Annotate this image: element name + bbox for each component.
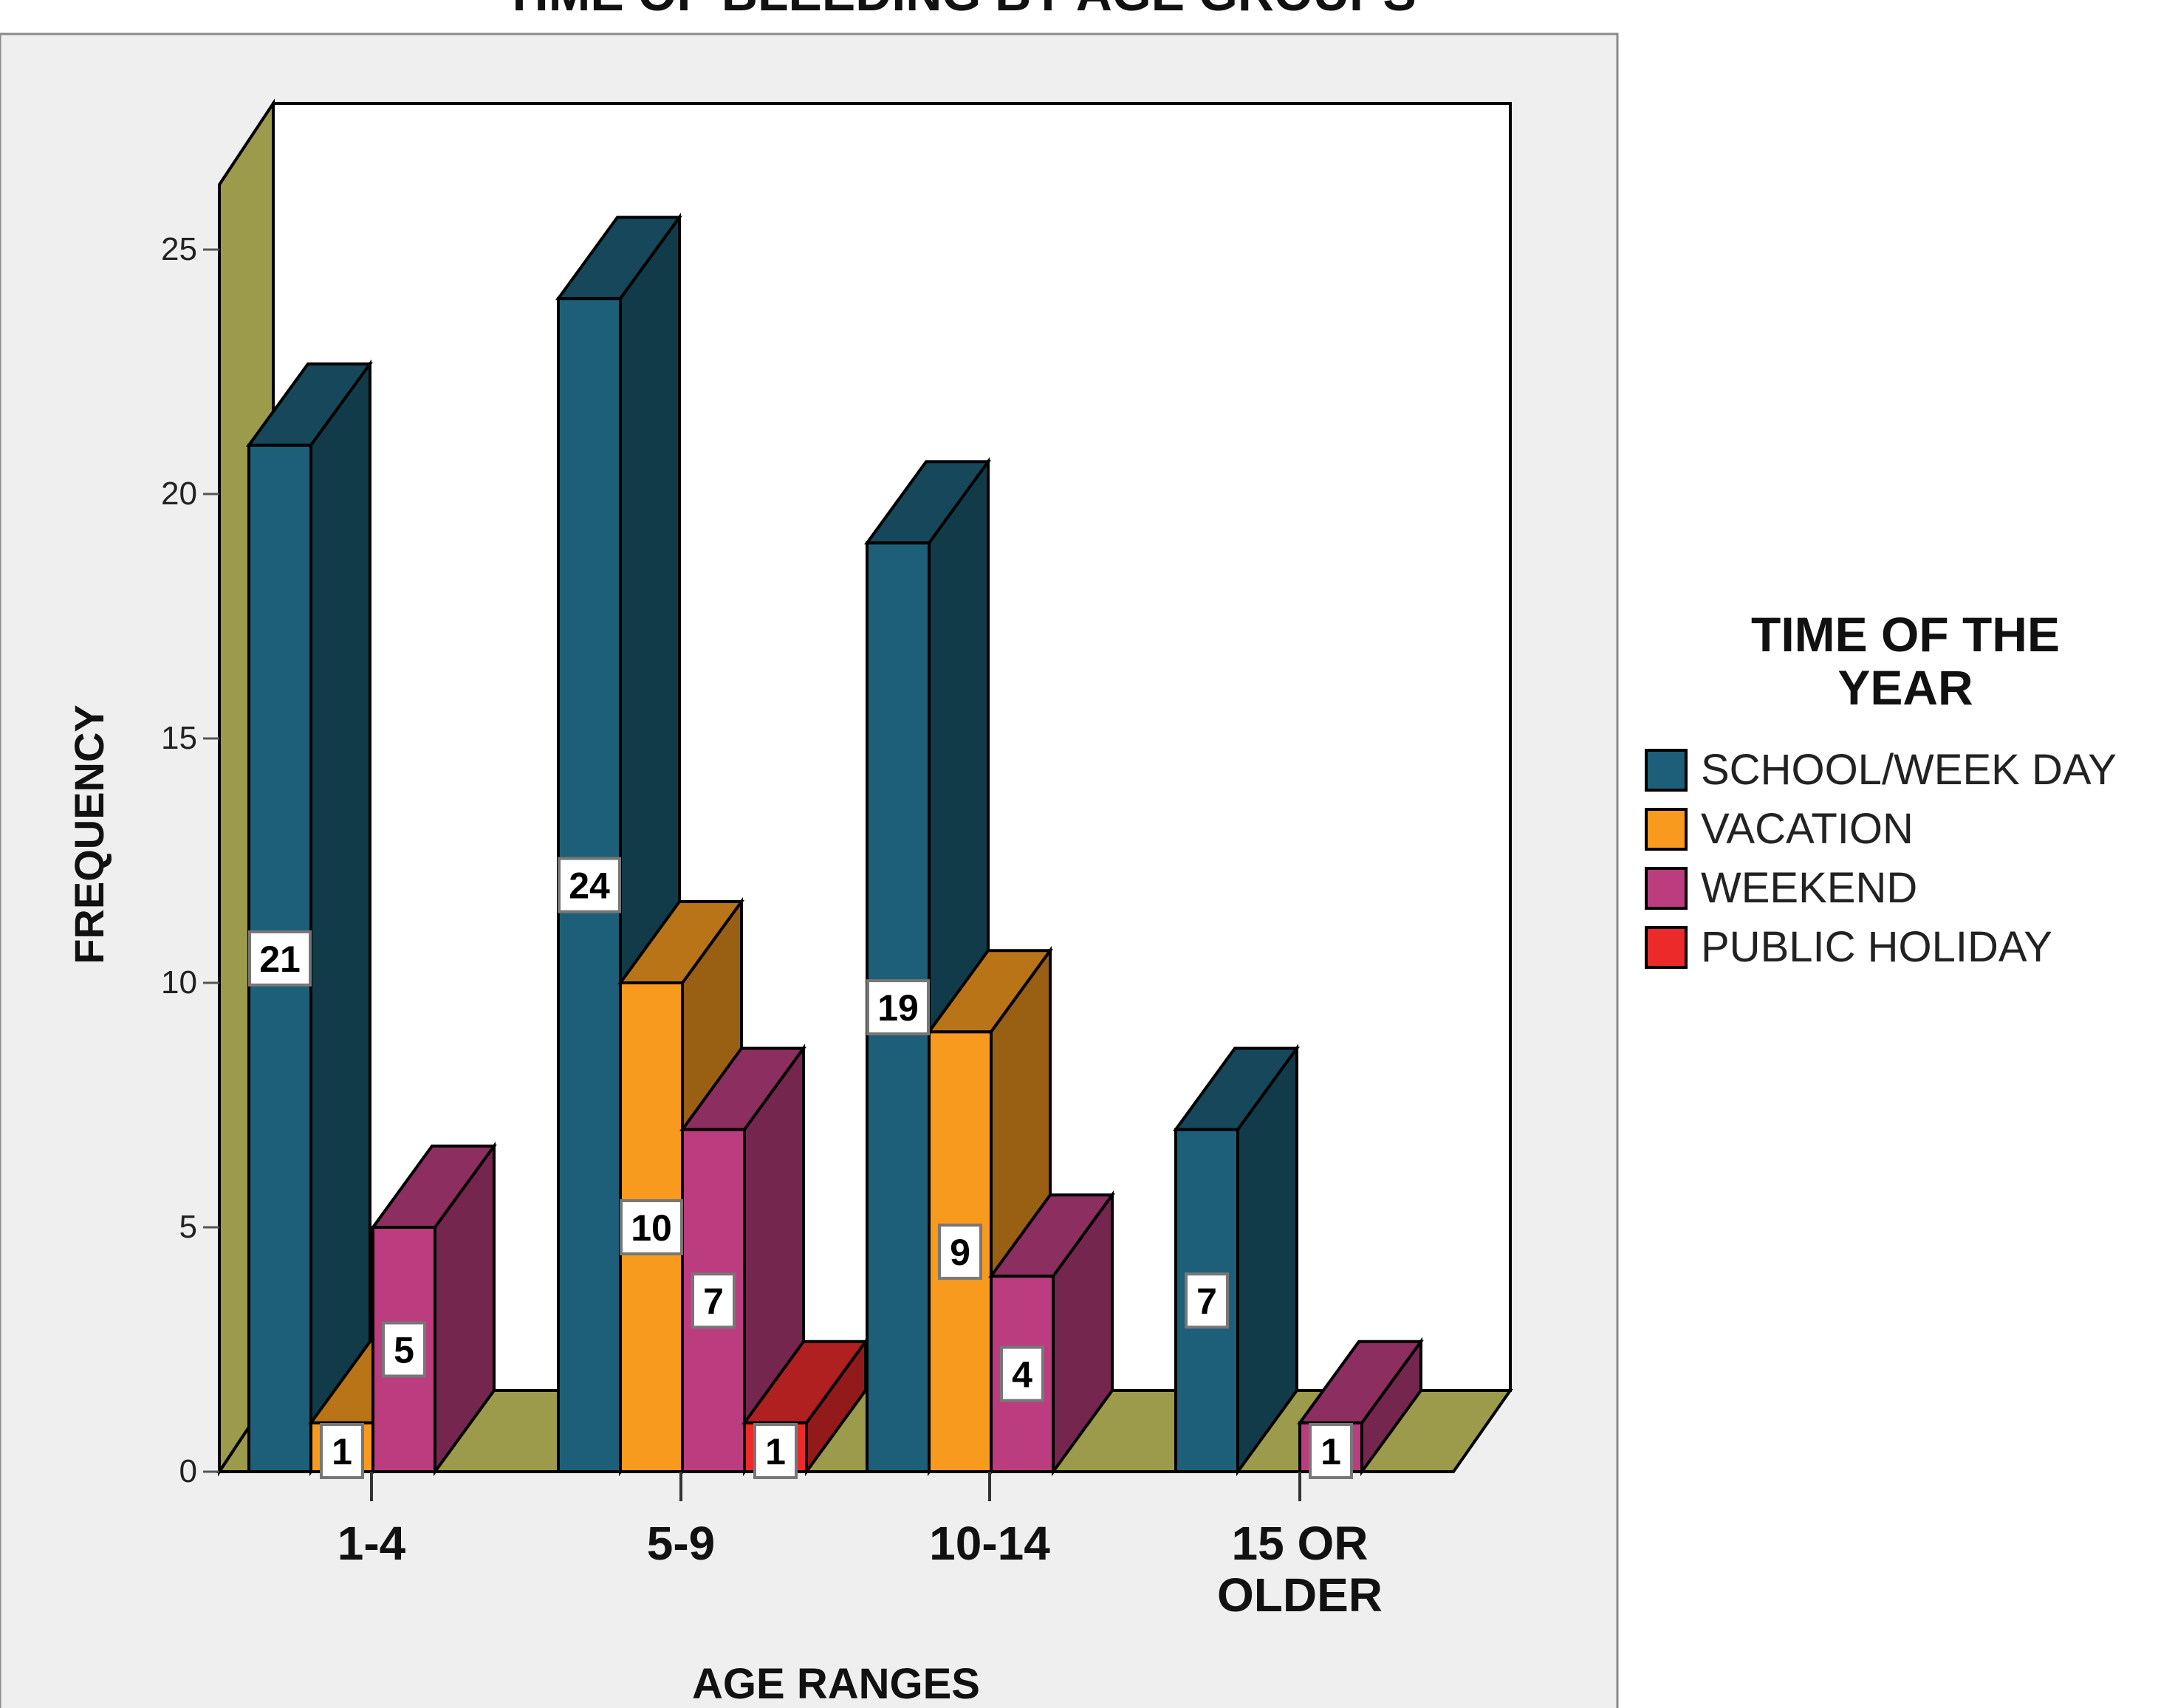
- x-axis-title: AGE RANGES: [692, 1660, 980, 1708]
- data-label-box: [382, 1321, 426, 1378]
- bar-top: [246, 362, 373, 447]
- bar-side: [309, 359, 371, 1477]
- bar-top: [926, 949, 1053, 1034]
- legend-item-label: VACATION: [1701, 805, 1914, 853]
- data-label: 9: [950, 1232, 970, 1273]
- legend-item-label: SCHOOL/WEEK DAY: [1701, 746, 2117, 794]
- data-label-box: [753, 1423, 798, 1479]
- y-tick-label: 20: [161, 476, 197, 512]
- data-label-box: [1309, 1423, 1353, 1479]
- y-tick-label: 5: [179, 1209, 197, 1245]
- chart-title: TIME OF BLEEDING BY AGE GROUPS: [504, 0, 1416, 21]
- legend-swatch: [1645, 926, 1688, 969]
- data-label: 19: [877, 987, 919, 1029]
- legend-swatch: [1645, 808, 1688, 851]
- x-tick-label: 15 OR: [1232, 1517, 1369, 1570]
- bar-top: [370, 1145, 497, 1229]
- data-label: 7: [1196, 1280, 1217, 1322]
- legend-title: TIME OF THE: [1751, 607, 2060, 662]
- legend-item-label: WEEKEND: [1701, 864, 1917, 912]
- data-label-box: [620, 1199, 683, 1255]
- data-label-box: [691, 1272, 736, 1329]
- x-tick-label: 1-4: [338, 1517, 406, 1570]
- legend-title: YEAR: [1837, 660, 1973, 715]
- data-label: 1: [765, 1431, 786, 1472]
- data-label: 1: [332, 1431, 352, 1472]
- bar-top: [679, 1046, 806, 1131]
- bar-top: [988, 1193, 1115, 1278]
- legend-swatch: [1645, 867, 1688, 910]
- data-label: 7: [703, 1280, 724, 1322]
- data-label: 10: [631, 1207, 672, 1249]
- data-label-box: [320, 1423, 364, 1479]
- y-axis-title: FREQUENCY: [66, 704, 112, 964]
- x-tick-label: OLDER: [1217, 1568, 1383, 1622]
- data-label-box: [938, 1224, 982, 1280]
- data-label: 24: [569, 865, 610, 907]
- bar-top: [1297, 1340, 1424, 1424]
- data-label-box: [1000, 1345, 1044, 1402]
- y-tick-label: 25: [161, 231, 197, 267]
- data-label: 5: [394, 1330, 414, 1371]
- bar-top: [864, 460, 991, 545]
- legend-swatch: [1645, 749, 1688, 792]
- data-label: 21: [259, 939, 301, 980]
- data-label-box: [1185, 1272, 1229, 1329]
- y-tick-label: 10: [161, 964, 197, 1001]
- y-tick-label: 0: [179, 1453, 197, 1489]
- x-tick-label: 10-14: [929, 1517, 1050, 1570]
- data-label-box: [248, 930, 312, 987]
- legend-item-label: PUBLIC HOLIDAY: [1701, 923, 2052, 971]
- data-label: 4: [1012, 1354, 1032, 1396]
- bar-top: [1173, 1046, 1300, 1131]
- data-label-box: [558, 857, 621, 913]
- data-label-box: [866, 979, 930, 1036]
- bar-top: [741, 1340, 869, 1424]
- x-tick-label: 5-9: [647, 1517, 716, 1570]
- y-tick-label: 15: [161, 720, 197, 756]
- bar-top: [617, 900, 744, 984]
- bar-top: [555, 216, 682, 301]
- data-label: 1: [1321, 1431, 1341, 1472]
